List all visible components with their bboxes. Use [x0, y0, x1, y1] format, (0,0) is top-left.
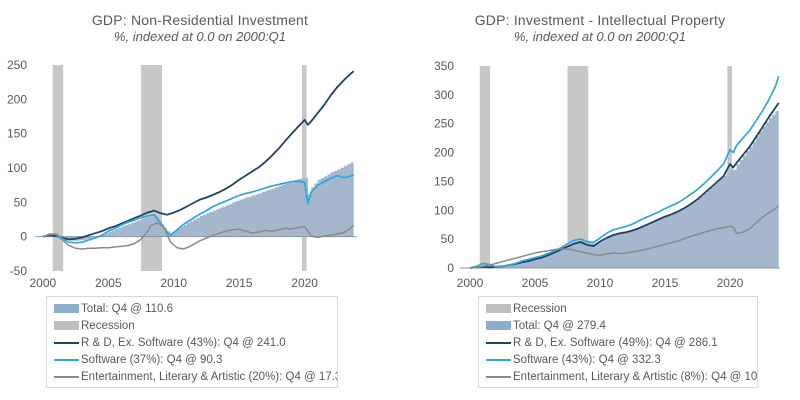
legend-item: Entertainment, Literary & Artistic (20%)…	[54, 369, 337, 386]
legend-item: Recession	[486, 300, 757, 317]
y-tick-label: 100	[7, 161, 27, 175]
y-tick-label: 250	[7, 58, 27, 72]
legend-item: Entertainment, Literary & Artistic (8%):…	[486, 369, 757, 386]
chart-intellectual-property: GDP: Investment - Intellectual Property …	[400, 0, 800, 400]
legend-box: Total: Q4 @ 110.6 Recession R & D, Ex. Sof…	[46, 296, 338, 388]
legend-item: Recession	[54, 317, 337, 334]
chart-title: GDP: Non-Residential Investment	[91, 12, 309, 28]
legend-swatch	[54, 321, 79, 331]
legend-label: Entertainment, Literary & Artistic (8%):…	[513, 371, 758, 384]
legend-swatch	[486, 321, 511, 331]
x-tick-label: 2010	[160, 276, 187, 290]
recession-band	[727, 66, 732, 268]
total-area-series	[470, 106, 779, 268]
y-tick-label: 200	[7, 92, 27, 106]
x-tick-label: 2015	[652, 276, 679, 290]
legend-label: Software (37%): Q4 @ 90.3	[81, 354, 223, 367]
y-tick-label: 100	[434, 203, 454, 217]
y-tick-label: 250	[434, 117, 454, 131]
y-tick-label: 150	[7, 127, 27, 141]
x-tick-label: 2000	[457, 276, 484, 290]
y-tick-label: 0	[447, 261, 454, 275]
chart-subtitle: %, indexed at 0.0 on 2000:Q1	[113, 29, 286, 44]
legend-label: Total: Q4 @ 279.4	[513, 319, 606, 332]
recession-band	[302, 65, 307, 271]
legend-item: Total: Q4 @ 279.4	[486, 317, 757, 334]
y-tick-label: 150	[434, 174, 454, 188]
x-tick-label: 2010	[587, 276, 614, 290]
y-tick-label: 50	[14, 195, 28, 209]
legend-label: Entertainment, Literary & Artistic (20%)…	[81, 371, 338, 384]
total-area-series	[42, 160, 354, 241]
plot-area-nonresidential: -50 0 50 100 150 200 250 2000 2005 2010 2015 2020	[7, 58, 357, 290]
x-tick-label: 2020	[291, 276, 318, 290]
recession-band	[567, 66, 589, 268]
y-tick-label: 0	[20, 230, 27, 244]
series-line	[469, 102, 780, 269]
legend-label: R & D, Ex. Software (43%): Q4 @ 241.0	[81, 336, 286, 349]
y-tick-label: 200	[434, 146, 454, 160]
recession-band	[141, 65, 162, 271]
legend-swatch	[54, 304, 79, 314]
series-line	[42, 70, 355, 241]
y-tick-label: 300	[434, 88, 454, 102]
legend-swatch	[486, 341, 511, 344]
recession-band	[52, 65, 64, 271]
legend-item: Software (37%): Q4 @ 90.3	[54, 352, 337, 369]
legend-label: Software (43%): Q4 @ 332.3	[513, 354, 661, 367]
x-tick-label: 2020	[717, 276, 744, 290]
legend-swatch	[486, 304, 511, 314]
legend-label: Recession	[513, 302, 567, 315]
y-tick-label: -50	[10, 264, 28, 278]
series-line	[42, 173, 355, 244]
x-tick-label: 2005	[522, 276, 549, 290]
chart-nonresidential-investment: GDP: Non-Residential Investment %, index…	[7, 12, 357, 388]
legend-swatch	[486, 359, 511, 362]
chart-subtitle: %, indexed at 0.0 on 2000:Q1	[513, 29, 686, 44]
series-line	[469, 205, 780, 269]
plot-area-intellectual-property: 0 50 100 150 200 250 300 350 2000 2005 2010 2015 202…	[434, 59, 780, 290]
y-tick-label: 350	[434, 59, 454, 73]
x-tick-label: 2015	[226, 276, 253, 290]
x-tick-label: 2005	[95, 276, 122, 290]
legend-item: Software (43%): Q4 @ 332.3	[486, 352, 757, 369]
legend-swatch	[54, 341, 79, 344]
recession-band	[479, 66, 491, 268]
x-tick-label: 2000	[30, 276, 57, 290]
legend-label: R & D, Ex. Software (49%): Q4 @ 286.1	[513, 336, 718, 349]
legend-swatch	[486, 376, 511, 379]
legend-item: R & D, Ex. Software (43%): Q4 @ 241.0	[54, 334, 337, 351]
legend-item: Total: Q4 @ 110.6	[54, 300, 337, 317]
series-line	[42, 222, 355, 250]
legend-swatch	[54, 376, 79, 379]
legend-box: Recession Total: Q4 @ 279.4 R & D, Ex. Sof…	[478, 296, 758, 388]
y-tick-label: 50	[441, 232, 455, 246]
legend-item: R & D, Ex. Software (49%): Q4 @ 286.1	[486, 334, 757, 351]
legend-swatch	[54, 359, 79, 362]
chart-title: GDP: Investment - Intellectual Property	[474, 12, 726, 28]
legend-label: Recession	[81, 319, 135, 332]
series-line	[469, 75, 780, 269]
legend-label: Total: Q4 @ 110.6	[81, 302, 174, 315]
